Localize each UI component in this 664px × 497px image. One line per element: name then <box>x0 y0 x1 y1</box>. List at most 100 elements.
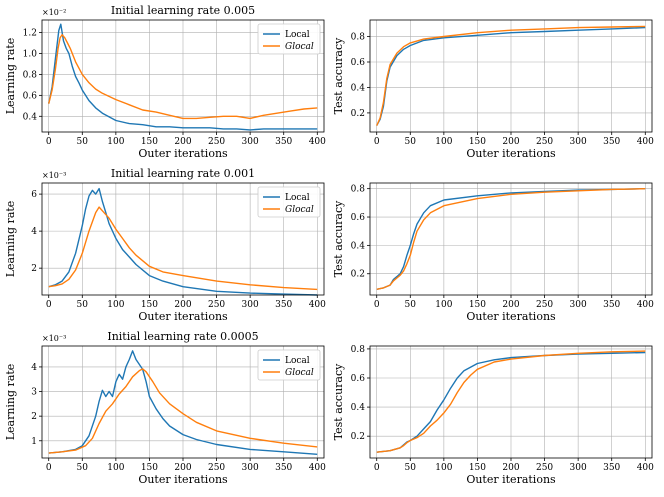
x-tick-label: 200 <box>502 463 519 473</box>
x-tick-label: 50 <box>405 463 417 473</box>
chart-title: Initial learning rate 0.0005 <box>107 330 258 343</box>
x-tick-label: 150 <box>141 300 158 310</box>
y-tick-label: 1.2 <box>23 29 37 39</box>
series-line-glocal <box>48 206 318 291</box>
x-tick-label: 50 <box>77 137 89 147</box>
y-tick-label: 0.6 <box>351 374 366 384</box>
y-tick-label: 4 <box>31 227 37 237</box>
x-tick-label: 400 <box>637 137 654 147</box>
y-tick-label: 0.8 <box>351 345 366 355</box>
x-tick-label: 100 <box>435 300 452 310</box>
x-tick-label: 250 <box>536 300 553 310</box>
y-tick-label: 3 <box>31 388 37 398</box>
x-tick-label: 150 <box>141 463 158 473</box>
x-tick-label: 150 <box>469 300 486 310</box>
legend-label-local: Local <box>285 356 310 366</box>
y-tick-label: 0.8 <box>351 33 366 43</box>
x-tick-label: 250 <box>536 137 553 147</box>
panel-acc_001: 0 50 100 150 200 250 300 350 400 0.2 0.4 0.6 0.8 Oute… <box>332 182 654 323</box>
x-tick-label: 200 <box>174 300 191 310</box>
series-line-glocal <box>376 350 646 453</box>
legend-label-glocal: Glocal <box>285 205 314 215</box>
x-axis-label: Outer iterations <box>466 147 556 160</box>
y-axis-exponent: ×10⁻³ <box>42 171 66 180</box>
panel-acc_0005: 0 50 100 150 200 250 300 350 400 0.2 0.4 0.6 0.8 Oute… <box>332 19 654 160</box>
x-tick-label: 50 <box>77 463 89 473</box>
series-line-local <box>376 188 646 290</box>
y-tick-label: 0.4 <box>23 112 38 122</box>
y-tick-label: 0.8 <box>23 70 38 80</box>
x-tick-label: 350 <box>603 463 620 473</box>
series-line-glocal <box>376 25 646 126</box>
x-tick-label: 300 <box>570 300 587 310</box>
y-tick-label: 1 <box>31 437 37 447</box>
series-line-local <box>48 23 318 131</box>
legend-label-local: Local <box>285 30 310 40</box>
x-tick-label: 100 <box>107 463 124 473</box>
x-tick-label: 0 <box>374 137 380 147</box>
y-tick-label: 0.4 <box>351 241 366 251</box>
x-tick-label: 350 <box>275 300 292 310</box>
legend: Local Glocal <box>257 349 321 381</box>
y-axis-exponent: ×10⁻³ <box>42 334 66 343</box>
series-line-glocal <box>48 368 318 454</box>
y-axis-label: Learning rate <box>4 201 17 278</box>
series-line-local <box>48 187 318 296</box>
x-tick-label: 300 <box>570 463 587 473</box>
x-tick-label: 300 <box>570 137 587 147</box>
x-tick-label: 200 <box>174 463 191 473</box>
y-axis-label: Test accuracy <box>332 200 345 277</box>
x-axis-label: Outer iterations <box>466 473 556 486</box>
x-tick-label: 250 <box>208 300 225 310</box>
x-tick-label: 300 <box>242 137 259 147</box>
x-tick-label: 200 <box>174 137 191 147</box>
legend-label-glocal: Glocal <box>285 42 314 52</box>
panel-lr_001: 0 50 100 150 200 250 300 350 400 2 4 6 Outer iterati… <box>4 167 326 323</box>
legend: Local Glocal <box>257 23 321 55</box>
series-line-local <box>48 350 318 455</box>
y-axis-label: Learning rate <box>4 38 17 115</box>
x-tick-label: 150 <box>469 463 486 473</box>
x-tick-label: 350 <box>603 137 620 147</box>
y-tick-label: 6 <box>31 190 37 200</box>
panel-acc_00005: 0 50 100 150 200 250 300 350 400 0.2 0.4 0.6 0.8 Oute… <box>332 345 654 486</box>
y-tick-label: 0.8 <box>351 185 366 195</box>
y-tick-label: 1.0 <box>23 49 38 59</box>
x-tick-label: 0 <box>374 463 380 473</box>
x-tick-label: 400 <box>637 300 654 310</box>
x-tick-label: 300 <box>242 300 259 310</box>
y-axis-label: Test accuracy <box>332 37 345 114</box>
y-tick-label: 0.2 <box>351 432 365 442</box>
x-tick-label: 0 <box>46 463 52 473</box>
y-axis-label: Test accuracy <box>332 363 345 440</box>
x-tick-label: 0 <box>374 300 380 310</box>
x-tick-label: 150 <box>469 137 486 147</box>
panel-lr_0005: 0 50 100 150 200 250 300 350 400 0.4 0.6 0.8 1.0 1.2 O… <box>4 4 326 160</box>
series-line-glocal <box>376 188 646 290</box>
y-tick-label: 0.2 <box>351 270 365 280</box>
x-tick-label: 400 <box>309 137 326 147</box>
x-tick-label: 400 <box>637 463 654 473</box>
x-tick-label: 250 <box>208 137 225 147</box>
x-tick-label: 200 <box>502 137 519 147</box>
series-line-glocal <box>48 34 318 120</box>
y-tick-label: 0.4 <box>351 83 366 93</box>
x-tick-label: 100 <box>107 300 124 310</box>
chart-title: Initial learning rate 0.005 <box>111 4 255 17</box>
x-tick-label: 50 <box>405 300 417 310</box>
panel-lr_00005: 0 50 100 150 200 250 300 350 400 1 2 3 4 Outer iterat… <box>4 330 326 486</box>
x-tick-label: 400 <box>309 300 326 310</box>
x-axis-label: Outer iterations <box>138 147 228 160</box>
x-tick-label: 300 <box>242 463 259 473</box>
x-tick-label: 50 <box>405 137 417 147</box>
y-tick-label: 0.4 <box>351 403 366 413</box>
x-tick-label: 350 <box>275 137 292 147</box>
y-axis-label: Learning rate <box>4 364 17 441</box>
y-axis-exponent: ×10⁻² <box>42 8 66 17</box>
y-tick-label: 0.6 <box>351 58 366 68</box>
x-tick-label: 0 <box>46 137 52 147</box>
x-tick-label: 50 <box>77 300 89 310</box>
x-axis-label: Outer iterations <box>466 310 556 323</box>
x-tick-label: 250 <box>208 463 225 473</box>
